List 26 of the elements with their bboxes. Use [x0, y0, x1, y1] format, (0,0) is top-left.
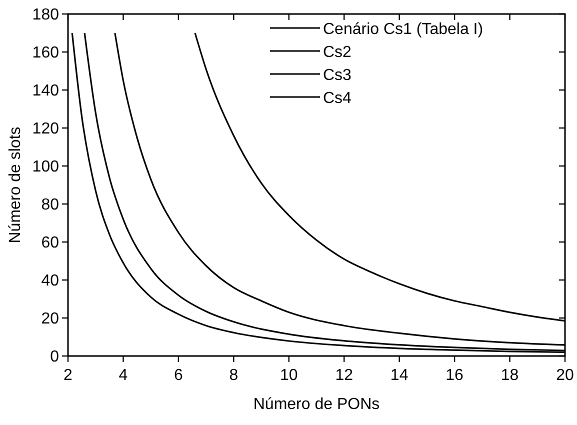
legend-label: Cenário Cs1 (Tabela I)	[323, 21, 484, 38]
x-tick-label: 4	[118, 367, 128, 384]
legend-label: Cs4	[323, 90, 352, 107]
y-tick-label: 80	[41, 196, 60, 214]
x-tick-label: 2	[64, 367, 73, 384]
legend-label: Cs3	[323, 67, 352, 84]
y-tick-label: 40	[41, 272, 60, 290]
y-tick-label: 20	[41, 310, 60, 328]
y-tick-label: 120	[32, 120, 60, 138]
y-tick-label: 60	[41, 234, 60, 252]
x-tick-label: 8	[229, 367, 238, 384]
y-axis-title: Número de slots	[7, 126, 24, 244]
x-axis-title: Número de PONs	[253, 396, 380, 413]
x-tick-label: 16	[446, 367, 464, 384]
x-tick-label: 12	[335, 367, 354, 384]
x-tick-label: 18	[500, 367, 519, 384]
y-tick-label: 140	[32, 82, 60, 100]
y-tick-label: 160	[32, 44, 60, 62]
x-tick-label: 20	[556, 367, 574, 384]
x-tick-label: 14	[390, 367, 408, 384]
legend-label: Cs2	[323, 44, 352, 61]
x-tick-label: 6	[174, 367, 183, 384]
y-tick-label: 100	[32, 158, 60, 176]
y-tick-label: 180	[32, 6, 60, 24]
x-tick-label: 10	[280, 367, 298, 384]
y-tick-label: 0	[50, 348, 60, 366]
